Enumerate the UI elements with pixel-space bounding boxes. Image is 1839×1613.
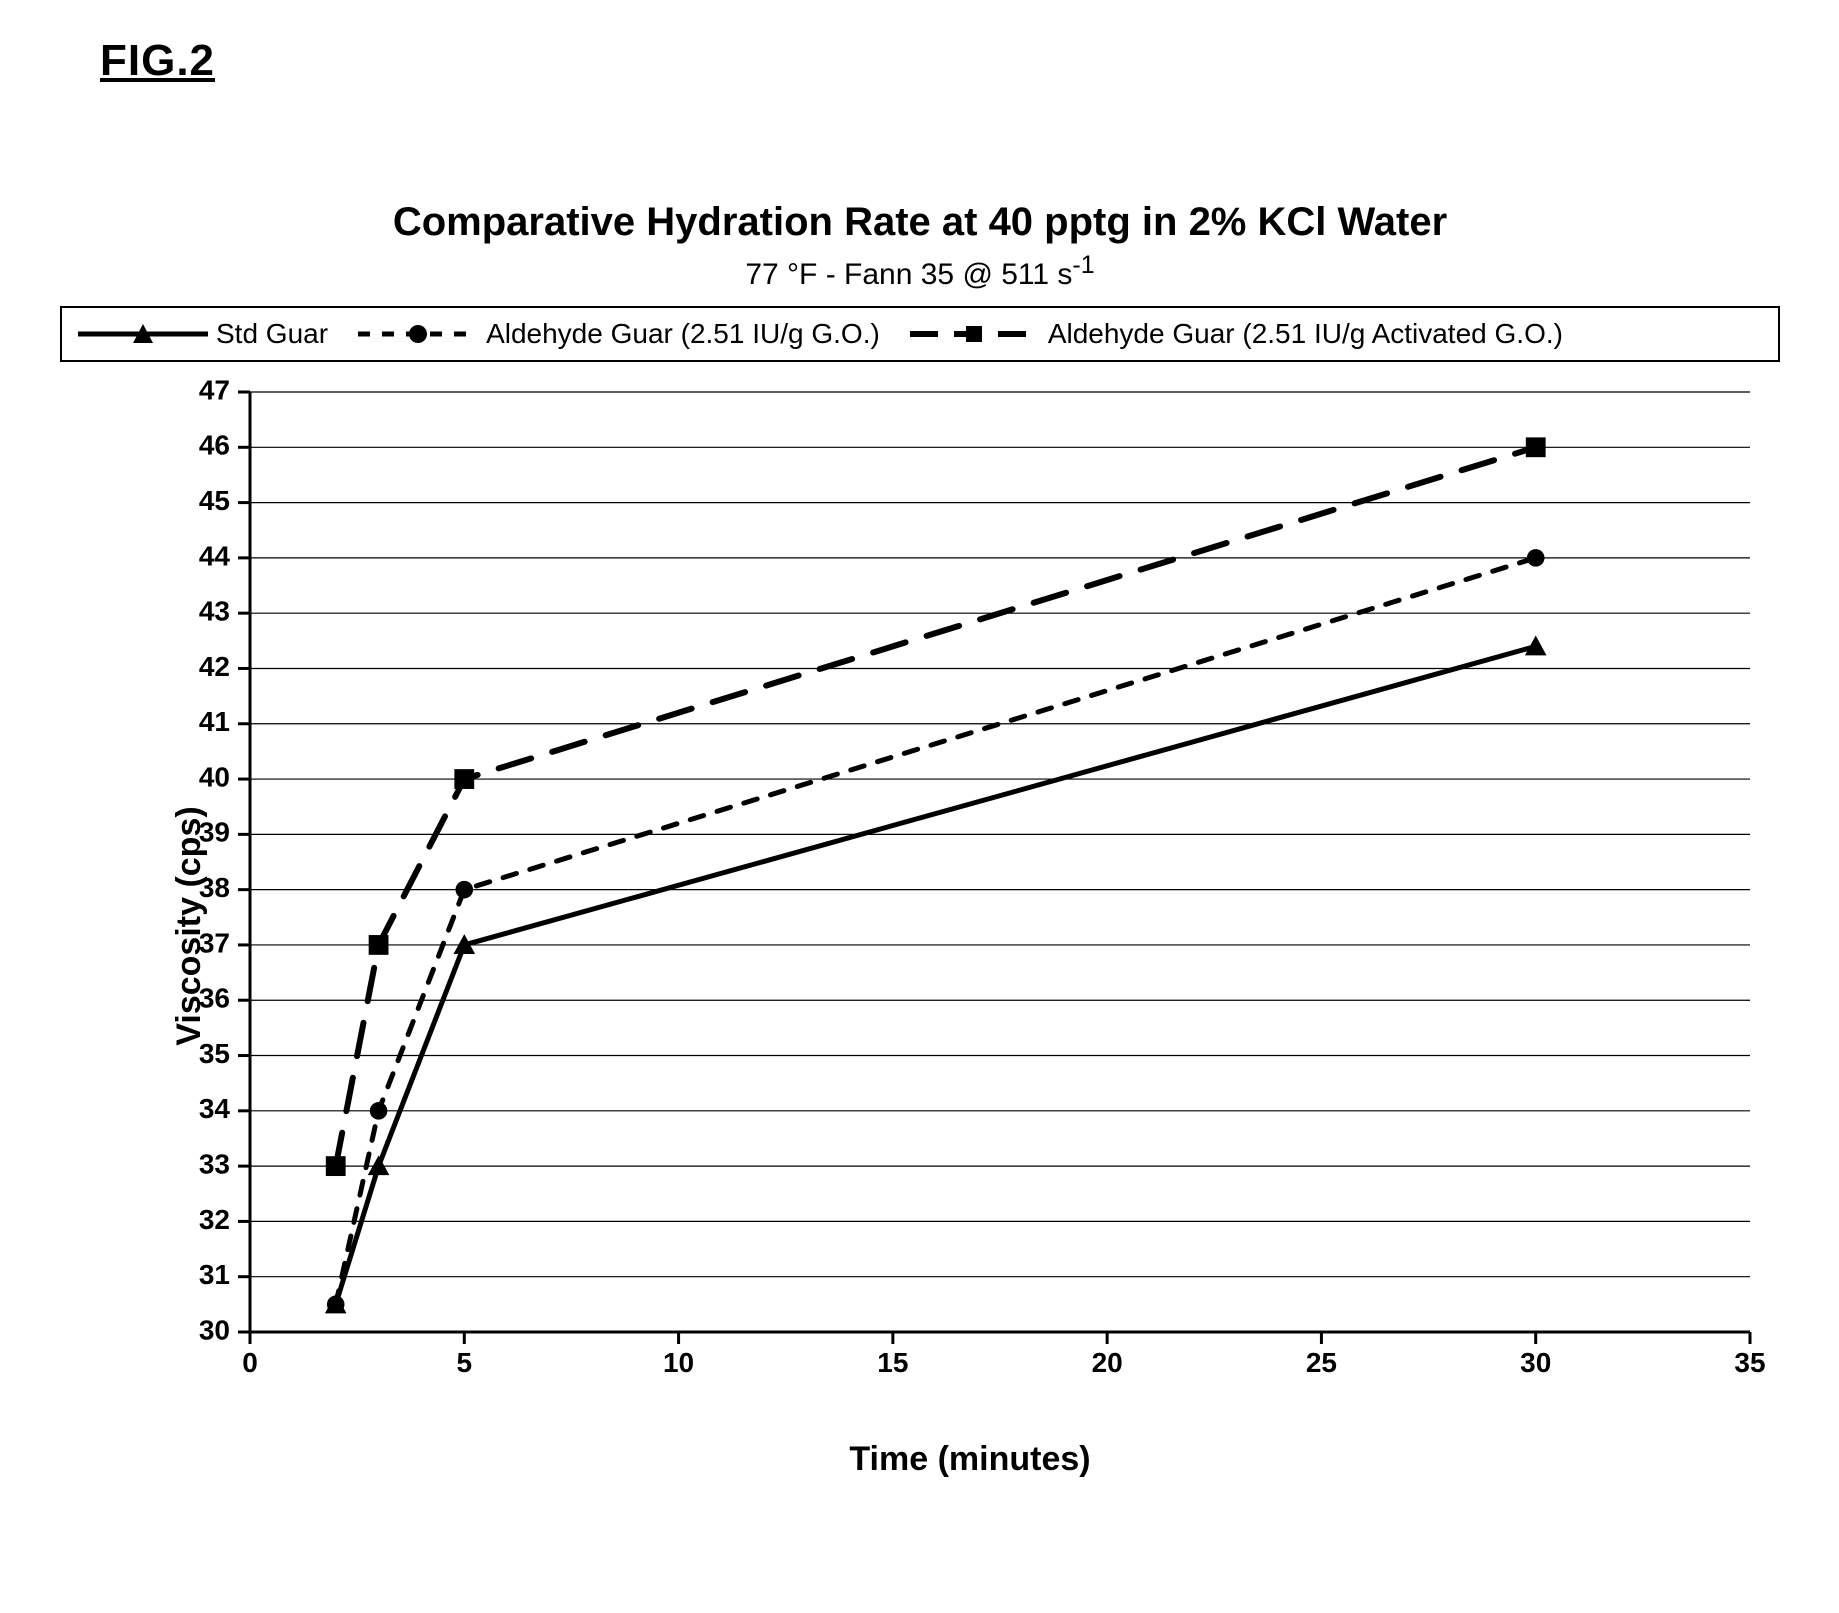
legend-swatch-aldehyde-go	[358, 321, 478, 347]
svg-text:15: 15	[877, 1347, 908, 1378]
legend-label-std-guar: Std Guar	[216, 318, 328, 350]
page: FIG.2 Comparative Hydration Rate at 40 p…	[0, 0, 1839, 1613]
svg-text:25: 25	[1306, 1347, 1337, 1378]
svg-text:33: 33	[199, 1149, 230, 1180]
svg-text:31: 31	[199, 1259, 230, 1290]
legend: Std Guar Aldehyde Guar (2.51 IU/g G.O.) …	[60, 306, 1780, 362]
svg-text:41: 41	[199, 706, 230, 737]
chart-svg: 3031323334353637383940414243444546470510…	[160, 372, 1770, 1392]
svg-text:5: 5	[456, 1347, 472, 1378]
svg-text:42: 42	[199, 651, 230, 682]
svg-text:45: 45	[199, 485, 230, 516]
legend-swatch-std-guar	[78, 321, 208, 347]
svg-text:46: 46	[199, 430, 230, 461]
svg-text:40: 40	[199, 761, 230, 792]
chart-subtitle-sup: -1	[1072, 251, 1094, 279]
chart-subtitle-text: 77 °F - Fann 35 @ 511 s	[745, 258, 1072, 291]
figure-label: FIG.2	[100, 36, 215, 86]
legend-item-std-guar: Std Guar	[78, 318, 328, 350]
svg-text:30: 30	[1520, 1347, 1551, 1378]
legend-swatch-aldehyde-activated	[910, 321, 1040, 347]
y-axis-label: Viscosity (cps)	[170, 806, 209, 1045]
chart-container: Comparative Hydration Rate at 40 pptg in…	[60, 200, 1780, 1479]
plot-area: Viscosity (cps) 303132333435363738394041…	[160, 372, 1780, 1479]
svg-text:34: 34	[199, 1093, 231, 1124]
svg-text:35: 35	[1734, 1347, 1765, 1378]
x-axis-label: Time (minutes)	[160, 1440, 1780, 1479]
chart-title: Comparative Hydration Rate at 40 pptg in…	[60, 200, 1780, 245]
svg-text:20: 20	[1092, 1347, 1123, 1378]
svg-text:10: 10	[663, 1347, 694, 1378]
legend-item-aldehyde-go: Aldehyde Guar (2.51 IU/g G.O.)	[358, 318, 880, 350]
svg-text:47: 47	[199, 374, 230, 405]
svg-text:0: 0	[242, 1347, 258, 1378]
svg-text:44: 44	[199, 540, 231, 571]
legend-label-aldehyde-go: Aldehyde Guar (2.51 IU/g G.O.)	[486, 318, 880, 350]
legend-item-aldehyde-activated: Aldehyde Guar (2.51 IU/g Activated G.O.)	[910, 318, 1563, 350]
svg-text:32: 32	[199, 1204, 230, 1235]
legend-label-aldehyde-activated: Aldehyde Guar (2.51 IU/g Activated G.O.)	[1048, 318, 1563, 350]
svg-text:43: 43	[199, 596, 230, 627]
chart-subtitle: 77 °F - Fann 35 @ 511 s-1	[60, 251, 1780, 292]
svg-text:30: 30	[199, 1314, 230, 1345]
